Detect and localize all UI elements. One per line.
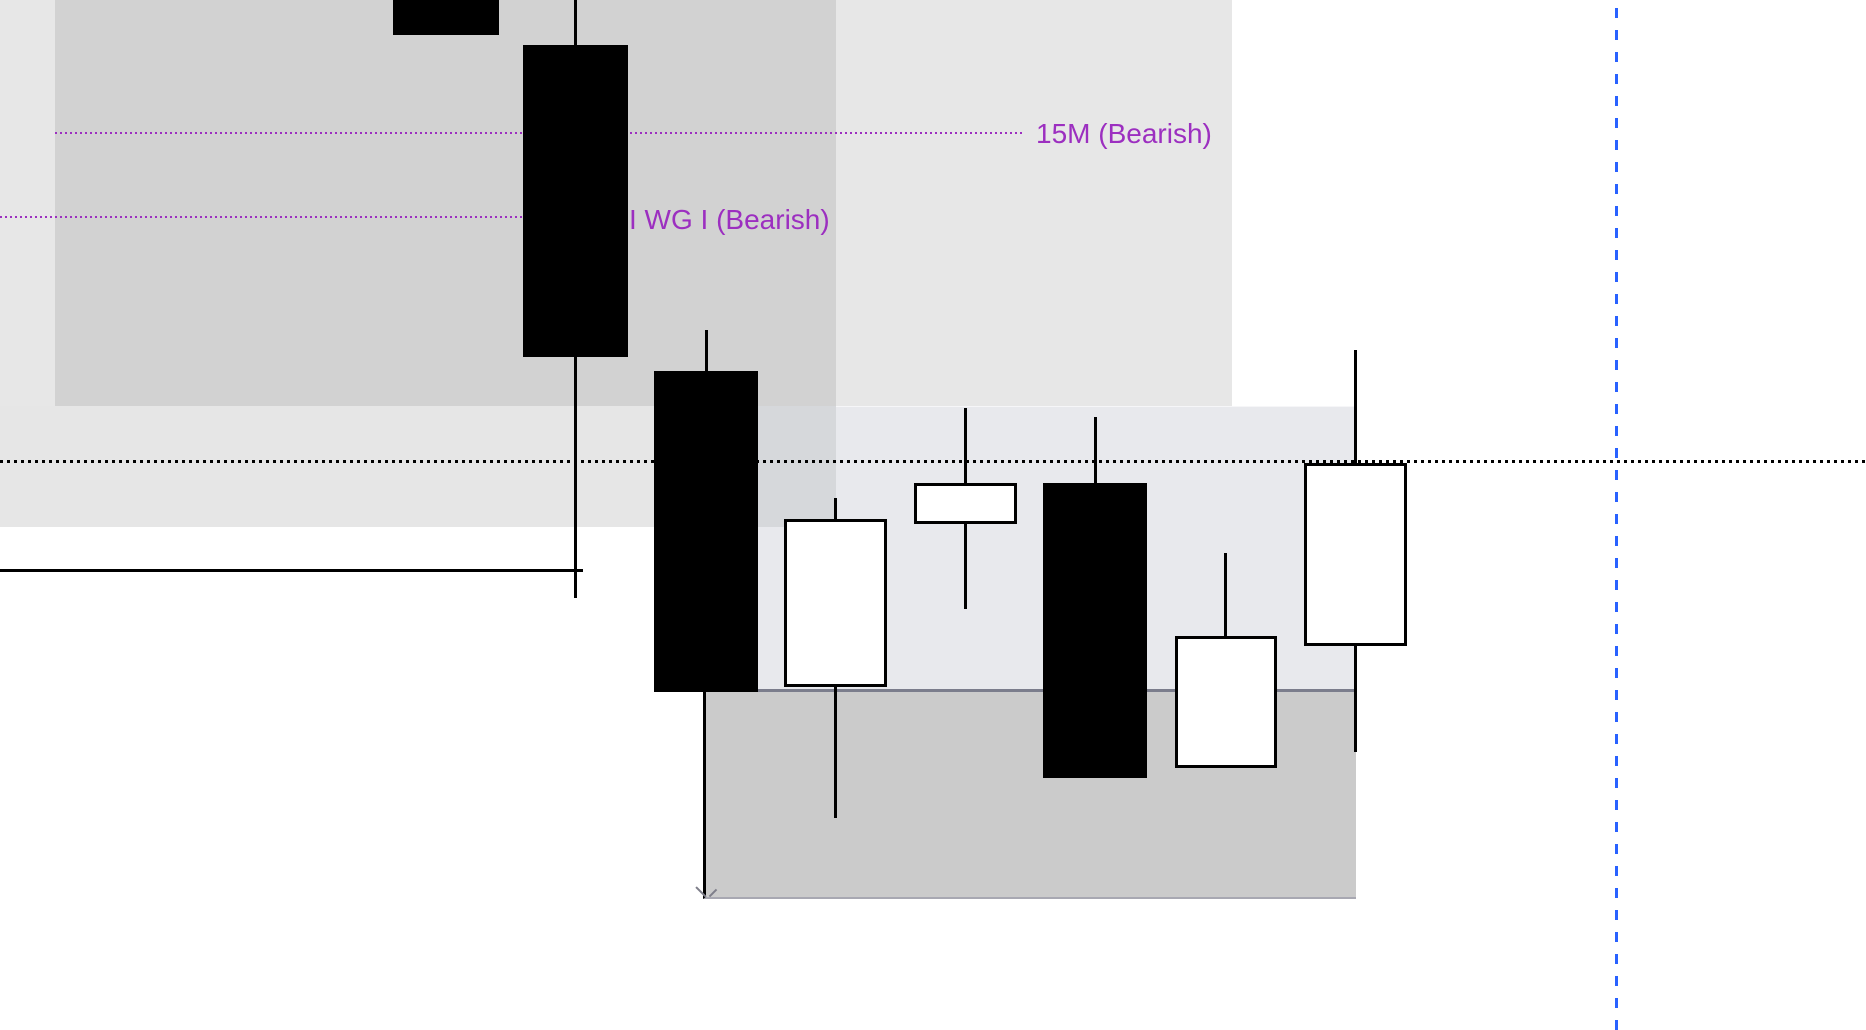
horizontal-ray[interactable] — [0, 569, 583, 572]
zone-backdrop-left[interactable] — [0, 406, 760, 527]
zone-overlap-column[interactable] — [758, 406, 836, 527]
label-wg-bearish[interactable]: I WG I (Bearish) — [629, 204, 830, 235]
candle-6-upper-wick — [1094, 417, 1097, 485]
candle-8-upper-wick — [1354, 350, 1357, 465]
candle-4-lower-wick — [834, 685, 837, 818]
candle-6-body — [1043, 483, 1147, 778]
candle-5-lower-wick — [964, 522, 967, 609]
candle-5-body — [914, 483, 1017, 524]
candle-2-upper-wick — [574, 0, 577, 47]
candle-8-lower-wick — [1354, 644, 1357, 752]
candle-1-body — [393, 0, 499, 35]
level-dotted-line[interactable] — [0, 460, 1866, 463]
candle-2-body — [523, 45, 628, 357]
indicator-line-wg[interactable] — [0, 216, 621, 218]
candle-8-body — [1304, 463, 1407, 646]
session-dashed-line[interactable] — [1615, 8, 1618, 1030]
zone-gray-large[interactable] — [55, 0, 836, 406]
candle-5-upper-wick — [964, 408, 967, 485]
candle-7-upper-wick — [1224, 553, 1227, 638]
candle-4-upper-wick — [834, 498, 837, 521]
candle-4-body — [784, 519, 887, 687]
candle-7-body — [1175, 636, 1277, 768]
candle-2-lower-wick — [574, 355, 577, 598]
candle-3-body — [654, 371, 758, 692]
candle-3-upper-wick — [705, 330, 708, 373]
label-15m-bearish[interactable]: 15M (Bearish) — [1036, 118, 1212, 149]
